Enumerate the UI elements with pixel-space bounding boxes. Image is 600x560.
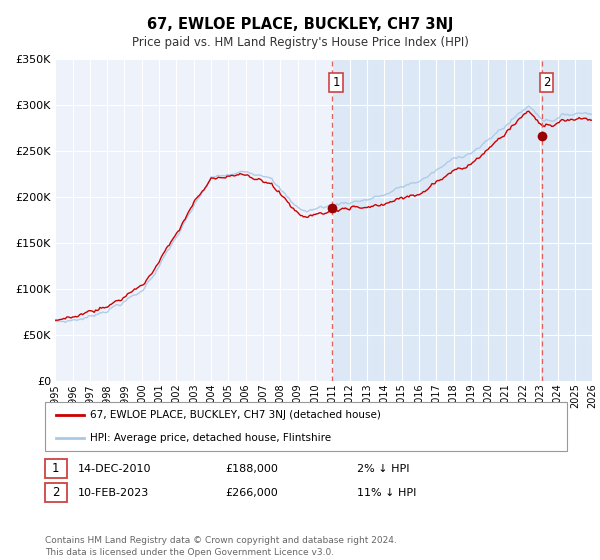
Text: 67, EWLOE PLACE, BUCKLEY, CH7 3NJ: 67, EWLOE PLACE, BUCKLEY, CH7 3NJ [147, 17, 453, 31]
Text: Contains HM Land Registry data © Crown copyright and database right 2024.
This d: Contains HM Land Registry data © Crown c… [45, 536, 397, 557]
Text: HPI: Average price, detached house, Flintshire: HPI: Average price, detached house, Flin… [90, 433, 331, 443]
Text: 67, EWLOE PLACE, BUCKLEY, CH7 3NJ (detached house): 67, EWLOE PLACE, BUCKLEY, CH7 3NJ (detac… [90, 410, 381, 421]
Text: 1: 1 [52, 462, 59, 475]
Bar [332, 59, 542, 381]
Text: 10-FEB-2023: 10-FEB-2023 [78, 488, 149, 498]
Text: 2: 2 [52, 486, 59, 500]
Text: 14-DEC-2010: 14-DEC-2010 [78, 464, 151, 474]
Text: Price paid vs. HM Land Registry's House Price Index (HPI): Price paid vs. HM Land Registry's House … [131, 36, 469, 49]
Text: 2: 2 [543, 77, 550, 90]
Text: 1: 1 [332, 77, 340, 90]
Text: 2% ↓ HPI: 2% ↓ HPI [357, 464, 409, 474]
Text: £188,000: £188,000 [225, 464, 278, 474]
Text: 11% ↓ HPI: 11% ↓ HPI [357, 488, 416, 498]
Bar [542, 59, 592, 381]
Text: £266,000: £266,000 [225, 488, 278, 498]
